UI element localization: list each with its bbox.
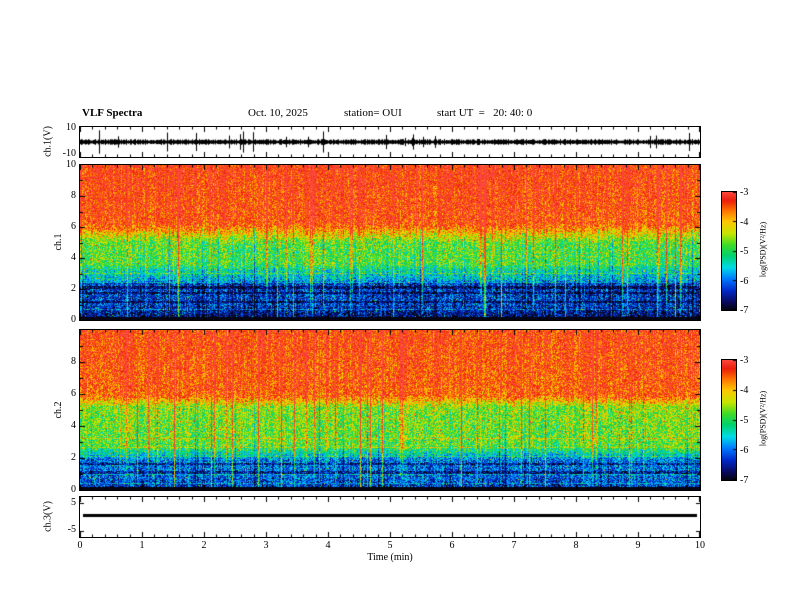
spec1-ytick-label: 10 bbox=[66, 159, 76, 170]
x-axis-tick-label: 6 bbox=[449, 540, 455, 551]
colorbar-2-tick-label: -4 bbox=[740, 385, 749, 396]
x-axis-tick-label: 3 bbox=[263, 540, 269, 551]
ch1-wave-ytick-label: 10 bbox=[66, 122, 76, 133]
ch1-frequency-axis-label: ch.1 Frequency (kHz) bbox=[31, 172, 97, 312]
colorbar-1-tick-label: -6 bbox=[740, 275, 749, 287]
spec2-ytick-label: 6 bbox=[71, 388, 76, 399]
x-axis-tick-label: 10 bbox=[695, 540, 705, 551]
x-axis-tick-label: 9 bbox=[635, 540, 641, 551]
colorbar-1 bbox=[721, 191, 737, 311]
ch2-spectrogram-panel bbox=[79, 329, 701, 491]
colorbar-1-canvas bbox=[722, 192, 736, 310]
spec2-ytick-label: 0 bbox=[71, 484, 76, 495]
colorbar-2-tick-label: -3 bbox=[740, 355, 749, 366]
x-axis-tick-label: 1 bbox=[139, 540, 145, 551]
colorbar-1-tick-label: -3 bbox=[740, 187, 749, 198]
colorbar-2-tick-label: -7 bbox=[740, 475, 749, 486]
x-axis-tick-label: 2 bbox=[201, 540, 207, 551]
ch3-voltage-panel bbox=[79, 496, 701, 538]
ch3-voltage-axis-label: ch.3(V) bbox=[42, 501, 54, 532]
x-axis-tick-label: 7 bbox=[511, 540, 517, 551]
colorbar-2-tick-label: -5 bbox=[740, 415, 749, 426]
x-axis-tick-label: 8 bbox=[573, 540, 579, 551]
colorbar-2-canvas bbox=[722, 360, 736, 480]
ch1-spectrogram-panel bbox=[79, 164, 701, 321]
ch3-ytick-label: 5 bbox=[71, 497, 76, 508]
ch1-wave-ytick-label: -10 bbox=[62, 148, 76, 159]
spec1-ytick-label: 0 bbox=[71, 314, 76, 325]
spec1-ytick-label: 4 bbox=[71, 252, 76, 263]
spec2-ytick-label: 2 bbox=[71, 452, 76, 463]
x-axis-tick-label: 4 bbox=[325, 540, 331, 551]
spec1-ytick-label: 8 bbox=[71, 190, 76, 201]
colorbar-2-tick-label: -6 bbox=[740, 445, 749, 456]
spec2-ytick-label: 8 bbox=[71, 356, 76, 367]
ch3-voltage-canvas bbox=[80, 497, 700, 537]
spec1-ytick-label: 6 bbox=[71, 221, 76, 232]
colorbar-2-label: log(PSD)(V²/Hz) bbox=[758, 390, 768, 447]
ch1-waveform-canvas bbox=[80, 127, 700, 157]
colorbar-2 bbox=[721, 359, 737, 481]
colorbar-1-tick-label: -4 bbox=[740, 216, 749, 228]
station-label: station= OUI bbox=[344, 107, 402, 119]
spec2-ytick-label: 4 bbox=[71, 420, 76, 431]
figure-title: VLF Spectra bbox=[82, 107, 143, 119]
colorbar-1-label: log(PSD)(V²/Hz) bbox=[758, 221, 768, 278]
figure-date: Oct. 10, 2025 bbox=[248, 107, 308, 119]
x-axis-tick-label: 5 bbox=[387, 540, 393, 551]
x-axis-tick-label: 0 bbox=[77, 540, 83, 551]
ch1-waveform-panel bbox=[79, 126, 701, 158]
ch3-ytick-label: -5 bbox=[67, 524, 76, 535]
colorbar-1-tick-label: -7 bbox=[740, 305, 749, 316]
x-axis-title: Time (min) bbox=[367, 552, 413, 563]
start-ut-label: start UT = 20: 40: 0 bbox=[437, 107, 533, 119]
ch2-spectrogram-canvas bbox=[80, 330, 700, 490]
ch1-spectrogram-canvas bbox=[80, 165, 700, 320]
colorbar-1-tick-label: -5 bbox=[740, 246, 749, 257]
spec1-ytick-label: 2 bbox=[71, 283, 76, 294]
